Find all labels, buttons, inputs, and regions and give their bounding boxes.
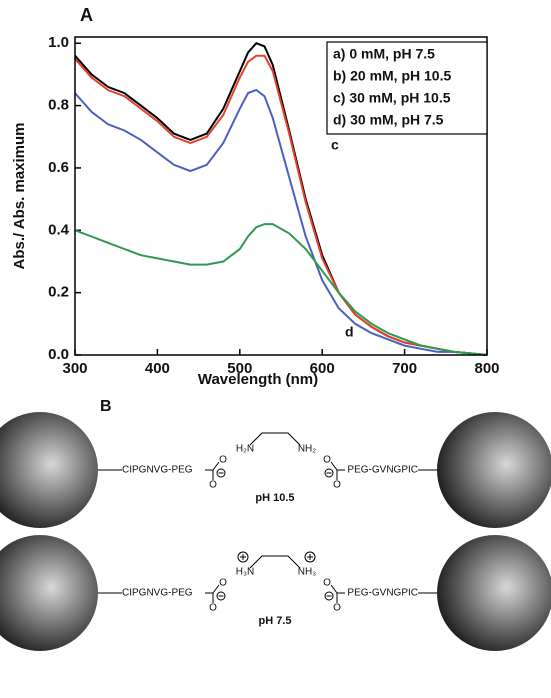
charge	[237, 551, 249, 563]
bond	[330, 584, 338, 594]
y-tick-label: 0.0	[48, 346, 69, 363]
oxygen: O	[333, 603, 341, 614]
x-tick-label: 500	[227, 360, 252, 377]
bond	[330, 461, 338, 471]
legend-box	[326, 41, 488, 135]
x-tick-label: 700	[392, 360, 417, 377]
curve-label: d	[345, 324, 354, 340]
oxygen: O	[323, 455, 331, 466]
series-line	[74, 54, 488, 356]
amine: H₃N	[236, 567, 255, 578]
oxygen: O	[209, 603, 217, 614]
y-tick-label: 0.4	[48, 221, 70, 238]
charge	[324, 468, 334, 478]
plot-frame	[74, 36, 488, 356]
panel-label: A	[80, 5, 93, 25]
oxygen: O	[323, 578, 331, 589]
ethylenediamine	[249, 432, 301, 446]
legend-entry: b) 20 mM, pH 10.5	[333, 68, 451, 84]
x-axis-title: Wavelength (nm)	[198, 371, 318, 388]
bond	[212, 584, 220, 594]
oxygen: O	[333, 480, 341, 491]
y-tick-label: 1.0	[48, 34, 69, 51]
ph-label: pH 7.5	[258, 615, 291, 627]
oxygen: O	[219, 578, 227, 589]
y-tick-label: 0.8	[48, 97, 69, 114]
peptide-chain: PEG-GVNGPIC	[347, 465, 418, 476]
panel-label: B	[100, 398, 112, 415]
series-line	[74, 88, 488, 356]
nanoparticle	[437, 412, 551, 528]
charge	[304, 551, 316, 563]
oxygen: O	[209, 480, 217, 491]
peptide-chain: PEG-GVNGPIC	[347, 588, 418, 599]
peptide-chain: CIPGNVG-PEG	[122, 465, 193, 476]
ph-label: pH 10.5	[255, 492, 294, 504]
bond	[212, 461, 220, 471]
y-axis-title: Abs./ Abs. maximum	[11, 123, 28, 270]
x-tick-label: 600	[310, 360, 335, 377]
charge	[216, 591, 226, 601]
legend-entry: a) 0 mM, pH 7.5	[333, 46, 435, 62]
legend-entry: d) 30 mM, pH 7.5	[333, 112, 444, 128]
curve-label: c	[331, 137, 339, 153]
oxygen: O	[219, 455, 227, 466]
y-tick-label: 0.2	[48, 284, 69, 301]
amine: NH₃	[298, 567, 317, 578]
amine: NH₂	[298, 444, 316, 455]
peptide-chain: CIPGNVG-PEG	[122, 588, 193, 599]
nanoparticle	[437, 535, 551, 651]
x-tick-label: 400	[145, 360, 170, 377]
nanoparticle	[0, 412, 98, 528]
x-tick-label: 300	[62, 360, 87, 377]
y-tick-label: 0.6	[48, 159, 69, 176]
charge	[324, 591, 334, 601]
ethylenediamine	[249, 555, 301, 569]
charge	[216, 468, 226, 478]
nanoparticle	[0, 535, 98, 651]
x-tick-label: 800	[474, 360, 499, 377]
amine: H₂N	[236, 444, 254, 455]
legend-entry: c) 30 mM, pH 10.5	[333, 90, 451, 106]
series-line	[74, 223, 488, 356]
